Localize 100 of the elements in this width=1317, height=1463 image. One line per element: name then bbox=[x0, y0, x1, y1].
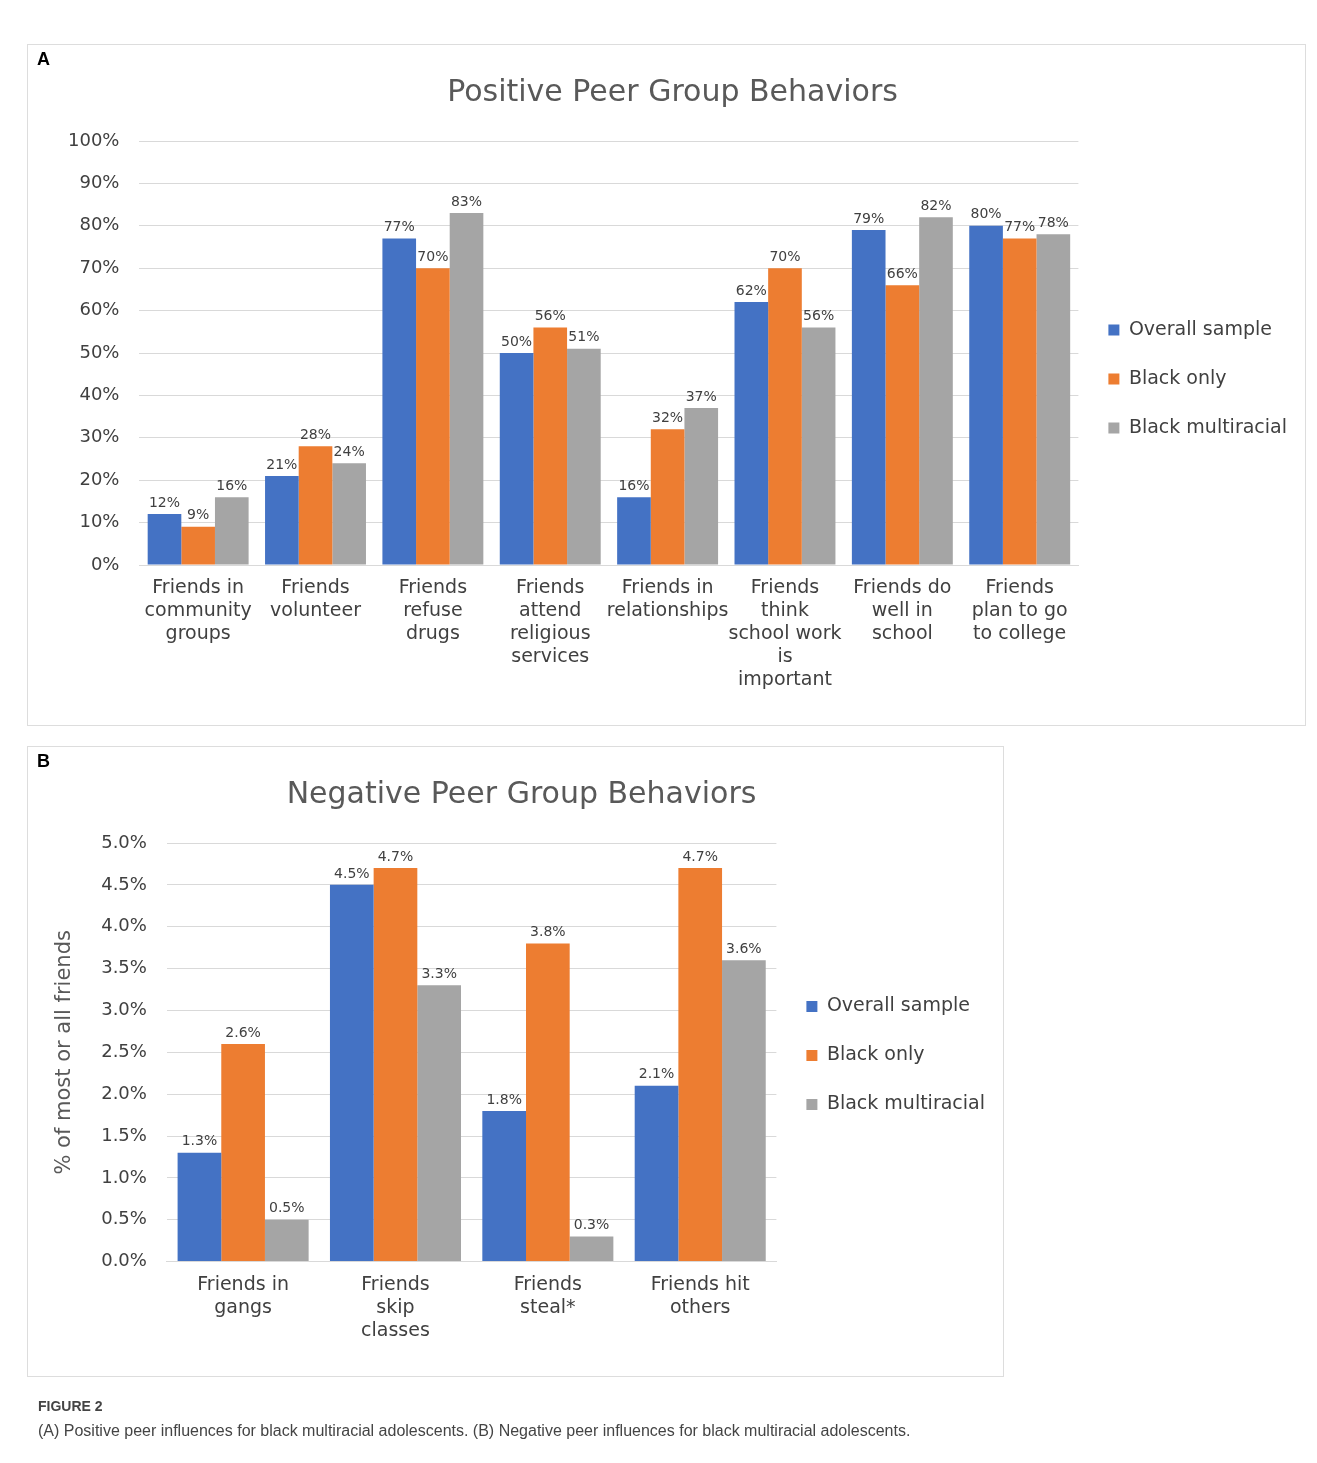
data-label: 4.7% bbox=[682, 847, 718, 864]
data-label: 70% bbox=[417, 247, 449, 264]
y-tick-label: 0.0% bbox=[101, 1249, 147, 1271]
data-label: 32% bbox=[652, 408, 684, 425]
data-label: 1.3% bbox=[181, 1132, 218, 1149]
data-label: 77% bbox=[1004, 218, 1036, 235]
bar bbox=[417, 985, 461, 1262]
text: A bbox=[37, 49, 50, 70]
y-tick-label: 2.0% bbox=[101, 1081, 147, 1103]
bar bbox=[533, 327, 568, 565]
data-label: 2.6% bbox=[225, 1023, 261, 1040]
data-label: 77% bbox=[383, 218, 415, 235]
data-label: 3.6% bbox=[726, 939, 762, 956]
y-tick-label: 1.5% bbox=[101, 1123, 147, 1145]
bar bbox=[526, 943, 570, 1262]
data-label: 4.7% bbox=[377, 847, 414, 864]
y-tick-label: 20% bbox=[79, 467, 120, 489]
data-label: 70% bbox=[769, 247, 801, 264]
x-tick-label: Friends do well in school bbox=[853, 575, 952, 643]
x-tick-label: Friends attend religious services bbox=[509, 575, 591, 666]
data-label: 37% bbox=[685, 387, 717, 404]
data-label: 0.5% bbox=[269, 1199, 305, 1216]
bar bbox=[373, 868, 418, 1262]
bar bbox=[221, 1043, 265, 1262]
y-tick-label: 1.0% bbox=[101, 1165, 147, 1187]
data-label: 9% bbox=[187, 506, 210, 523]
bar bbox=[181, 526, 215, 565]
data-label: 0.3% bbox=[573, 1216, 610, 1233]
data-label: 79% bbox=[853, 209, 885, 226]
data-label: 80% bbox=[970, 205, 1002, 222]
data-label: 78% bbox=[1037, 213, 1069, 230]
y-tick-label: 70% bbox=[79, 255, 120, 277]
bar bbox=[768, 268, 802, 565]
data-label: 83% bbox=[450, 192, 483, 209]
y-tick-label: 10% bbox=[79, 510, 120, 532]
x-tick-label: Friends refuse drugs bbox=[398, 575, 468, 643]
bar bbox=[265, 475, 299, 565]
bar bbox=[332, 463, 366, 565]
bar bbox=[416, 268, 450, 565]
bar bbox=[499, 353, 534, 565]
bar bbox=[298, 446, 333, 565]
data-label: 12% bbox=[148, 493, 181, 510]
legend-label: Black multiracial bbox=[1128, 414, 1287, 437]
data-label: 3.8% bbox=[530, 923, 566, 940]
legend-label: Overall sample bbox=[1128, 316, 1272, 339]
y-tick-label: 4.5% bbox=[101, 872, 147, 894]
x-tick-label: Friends volunteer bbox=[270, 575, 362, 621]
y-tick-label: 2.5% bbox=[101, 1039, 147, 1061]
bar bbox=[919, 217, 953, 565]
bar bbox=[801, 327, 836, 565]
bar bbox=[264, 1219, 309, 1262]
bar bbox=[1002, 238, 1037, 565]
y-axis-title: % of most or all friends bbox=[51, 930, 76, 1175]
y-tick-label: 90% bbox=[79, 171, 120, 193]
text: (A) Positive peer influences for black multiracial adolescents. (B) Negative peer influences for black multiracial adolescents. bbox=[38, 1422, 912, 1440]
bar bbox=[851, 230, 886, 565]
data-label: 2.1% bbox=[638, 1065, 675, 1082]
y-tick-label: 50% bbox=[79, 340, 120, 362]
x-tick-label: Friends in community groups bbox=[144, 575, 252, 643]
data-label: 28% bbox=[299, 425, 332, 442]
bar bbox=[177, 1152, 222, 1262]
legend-label: Overall sample bbox=[826, 993, 970, 1016]
bar bbox=[567, 348, 601, 565]
bar bbox=[569, 1236, 614, 1262]
data-label: 56% bbox=[803, 307, 835, 324]
data-label: 82% bbox=[920, 196, 952, 213]
data-label: 21% bbox=[266, 455, 298, 472]
bar bbox=[684, 408, 719, 565]
x-tick-label: Friends hit others bbox=[650, 1271, 750, 1317]
legend-label: Black only bbox=[826, 1042, 925, 1065]
y-tick-label: 4.0% bbox=[101, 914, 147, 936]
x-tick-label: Friends plan to go to college bbox=[971, 575, 1068, 643]
bar bbox=[678, 868, 723, 1262]
y-tick-label: 100% bbox=[67, 128, 120, 150]
y-tick-label: 60% bbox=[79, 298, 120, 320]
bar bbox=[147, 514, 182, 565]
bar bbox=[449, 213, 484, 565]
data-label: 51% bbox=[568, 328, 600, 345]
bar bbox=[382, 238, 417, 565]
y-tick-label: 5.0% bbox=[101, 830, 147, 852]
data-label: 4.5% bbox=[334, 864, 370, 881]
caption: FIGURE 2 bbox=[38, 1398, 104, 1414]
y-tick-label: 80% bbox=[79, 213, 120, 235]
data-label: 66% bbox=[886, 264, 918, 281]
y-tick-label: 0.5% bbox=[101, 1207, 147, 1229]
data-label: 3.3% bbox=[421, 964, 457, 981]
y-tick-label: 3.5% bbox=[101, 956, 147, 978]
data-label: 16% bbox=[216, 476, 248, 493]
x-tick-label: Friends steal* bbox=[513, 1271, 583, 1317]
data-label: 24% bbox=[333, 442, 365, 459]
bar bbox=[885, 285, 920, 565]
bar bbox=[634, 1085, 679, 1262]
y-tick-label: 3.0% bbox=[101, 998, 147, 1020]
legend-label: Black only bbox=[1128, 365, 1227, 388]
chart-title: Positive Peer Group Behaviors bbox=[447, 72, 898, 108]
bar bbox=[329, 884, 374, 1262]
y-tick-label: 30% bbox=[79, 425, 120, 447]
data-label: 1.8% bbox=[486, 1090, 522, 1107]
bar bbox=[722, 960, 766, 1262]
legend-label: Black multiracial bbox=[826, 1091, 985, 1114]
